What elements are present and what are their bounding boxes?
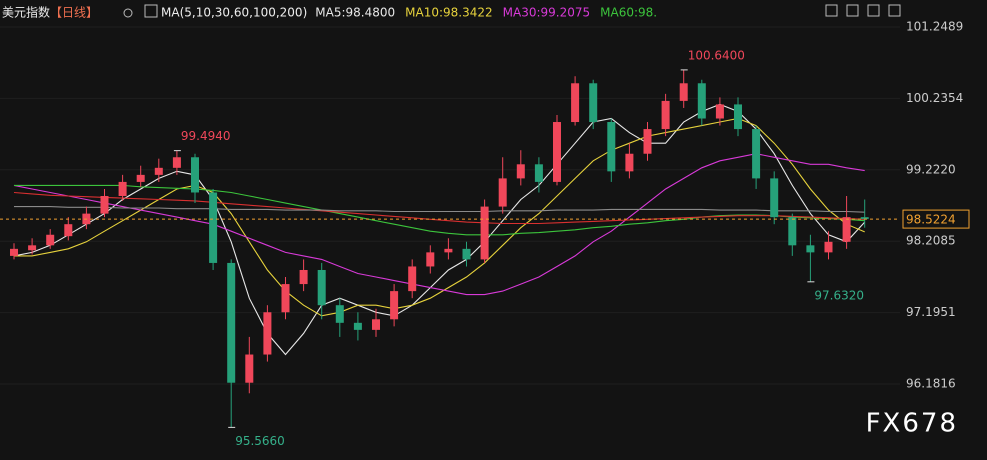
- candle-body: [824, 241, 833, 253]
- candle-body: [335, 305, 344, 323]
- last-price-label: 98.5224: [906, 213, 956, 227]
- fullscreen-icon[interactable]: [888, 4, 901, 17]
- candle-body: [245, 354, 254, 383]
- watermark: FX678: [866, 409, 958, 439]
- candle-body: [462, 248, 471, 260]
- annotation-label: 97.6320: [814, 288, 864, 302]
- indicator: MA(5,10,30,60,100,200): [161, 6, 307, 20]
- candle-body: [553, 122, 561, 182]
- candle-body: [317, 269, 326, 306]
- candle-body: [100, 196, 109, 214]
- candle-body: [444, 248, 453, 253]
- candle-body: [571, 83, 580, 123]
- annotation-label: 100.6400: [688, 48, 745, 62]
- chart-title: 美元指数: [2, 5, 50, 20]
- candle-body: [860, 217, 869, 220]
- ma-line: [13, 153, 865, 296]
- candle-body: [172, 157, 181, 168]
- candle-body: [390, 291, 399, 320]
- y-tick-label: 99.2220: [906, 162, 956, 176]
- candle-body: [28, 245, 37, 251]
- y-tick-label: 97.1951: [906, 305, 956, 319]
- candle-body: [227, 262, 236, 383]
- candle-body: [643, 129, 652, 154]
- candle-body: [589, 83, 598, 123]
- y-tick-label: 100.2354: [906, 91, 963, 105]
- candle-body: [734, 104, 742, 130]
- candle-body: [788, 217, 797, 246]
- candle-body: [263, 312, 272, 355]
- candle-body: [752, 129, 761, 179]
- legend-entry: MA5:98.4800: [315, 6, 395, 20]
- candle-body: [806, 245, 815, 253]
- candle-body: [136, 174, 145, 182]
- indicator-icon[interactable]: [144, 4, 158, 18]
- annotation-label: 95.5660: [235, 434, 285, 448]
- candle-body: [480, 206, 489, 260]
- candle-body: [498, 178, 507, 207]
- candle-body: [426, 252, 435, 267]
- candle-body: [154, 167, 163, 175]
- candle-body: [625, 153, 634, 172]
- zoom-out-icon[interactable]: [867, 4, 880, 17]
- candle-body: [64, 224, 73, 237]
- candle-body: [679, 83, 688, 101]
- zoom-in-icon[interactable]: [846, 4, 859, 17]
- candle-body: [281, 284, 290, 313]
- legend-entry: MA10:98.3422: [405, 6, 493, 20]
- candle-body: [516, 164, 525, 179]
- candle-body: [534, 164, 543, 182]
- candle-body: [661, 100, 670, 130]
- crosshair-icon[interactable]: [825, 4, 838, 17]
- candle-body: [607, 122, 616, 172]
- legend-entry: MA60:98.: [600, 6, 657, 20]
- candle-body: [353, 322, 362, 330]
- candle-body: [408, 266, 417, 292]
- legend-entry: MA30:99.2075: [503, 6, 591, 20]
- candle-body: [770, 178, 779, 218]
- candle-body: [10, 248, 18, 256]
- candle-body: [191, 157, 199, 193]
- y-tick-label: 96.1816: [906, 377, 956, 391]
- candle-body: [697, 83, 706, 119]
- settings-icon[interactable]: [123, 8, 133, 18]
- candle-body: [118, 181, 127, 197]
- ma-line: [14, 117, 865, 317]
- candle-body: [372, 319, 380, 330]
- candle-body: [209, 192, 218, 263]
- ma-line: [13, 191, 865, 225]
- candle-body: [842, 217, 851, 242]
- candle-body: [299, 269, 308, 285]
- period: 【日线】: [50, 6, 98, 20]
- ma-line: [14, 206, 865, 213]
- candle-body: [46, 234, 55, 246]
- ma-line: [14, 184, 865, 236]
- candle-body: [715, 104, 724, 119]
- last-price-box: [902, 209, 970, 229]
- toolbar-icons: [123, 4, 901, 18]
- annotation-label: 99.4940: [181, 129, 231, 143]
- y-tick-label: 98.2085: [906, 234, 956, 248]
- y-tick-label: 101.2489: [906, 19, 963, 33]
